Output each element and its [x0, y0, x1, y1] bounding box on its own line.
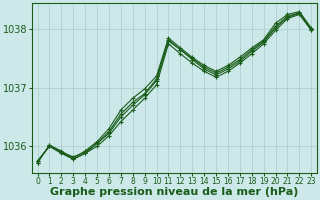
X-axis label: Graphe pression niveau de la mer (hPa): Graphe pression niveau de la mer (hPa)	[50, 187, 299, 197]
